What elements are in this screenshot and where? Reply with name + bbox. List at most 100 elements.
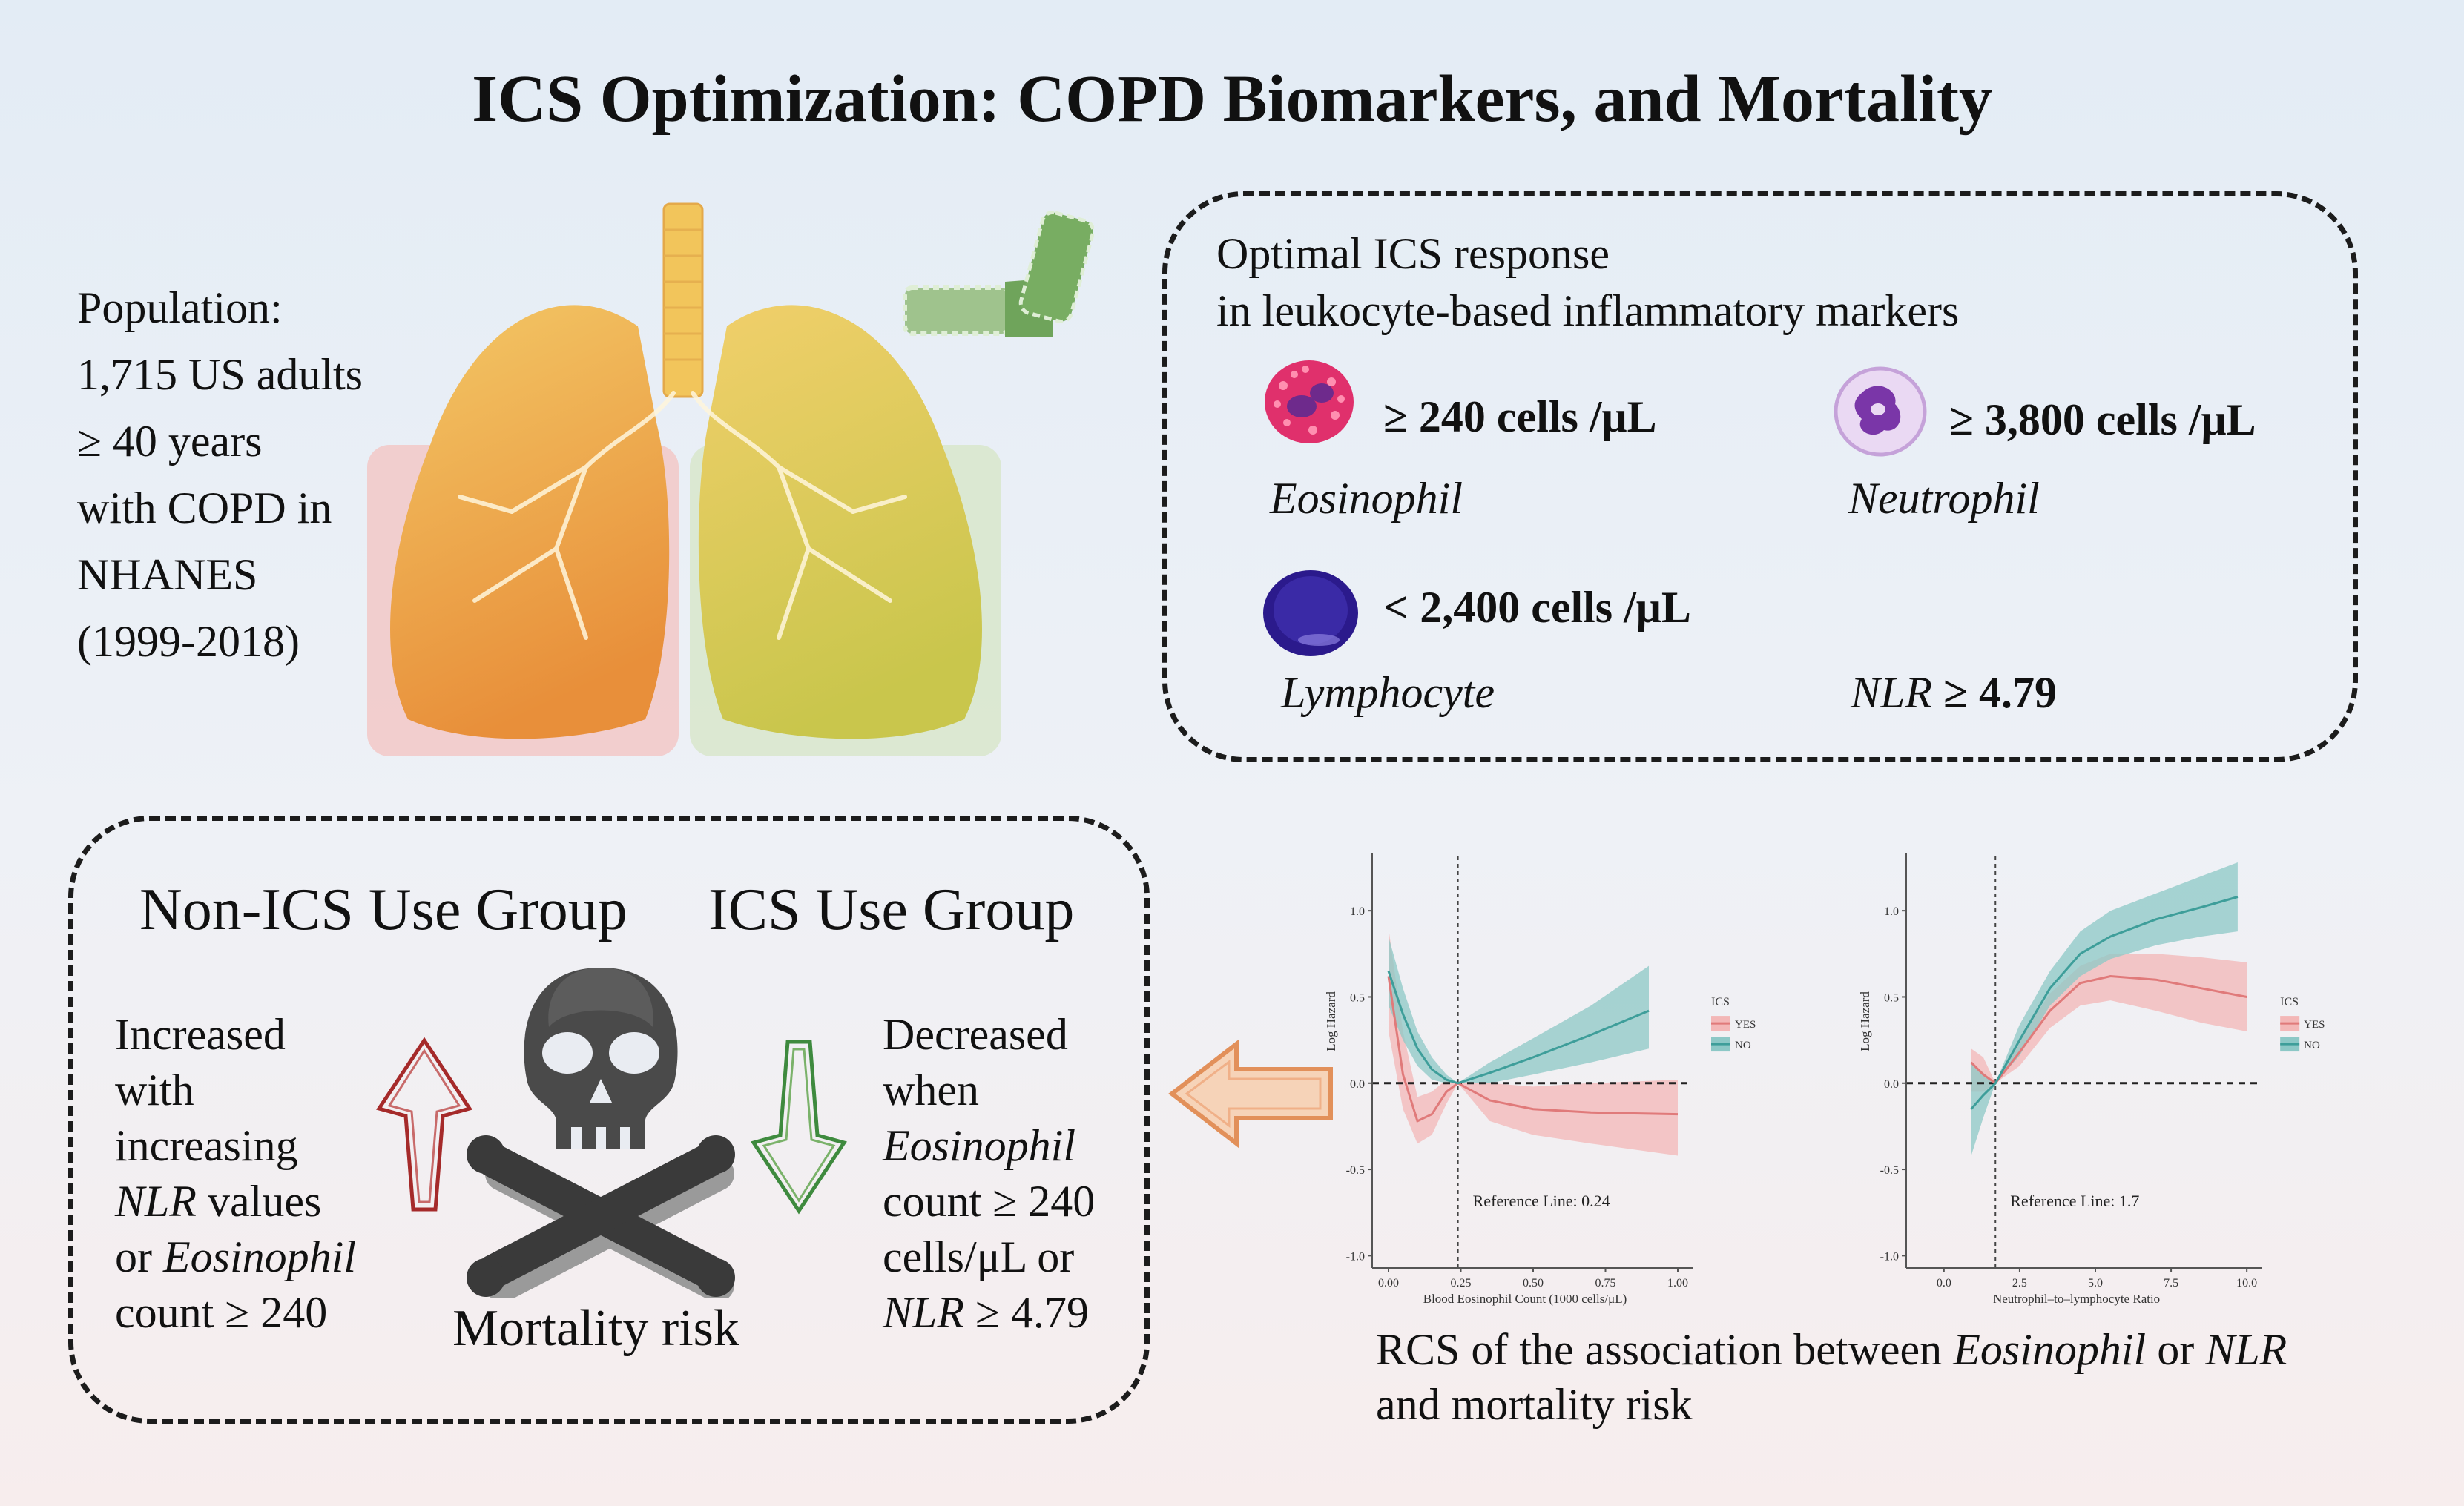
optimal-heading-line2: in leukocyte-based inflammatory markers [1216, 286, 1960, 335]
text-fragment: or [2146, 1325, 2206, 1374]
population-text: Population: 1,715 US adults ≥ 40 years w… [77, 274, 363, 675]
series-line-no [1970, 896, 2239, 1110]
series-line-yes [1387, 976, 1679, 1123]
x-axis-label: Neutrophil–to–lymphocyte Ratio [1993, 1292, 2160, 1306]
nlr-term: NLR [883, 1288, 965, 1337]
text-fragment: RCS of the association between [1376, 1325, 1954, 1374]
lungs-icon [367, 202, 1001, 756]
nlr-rcs-chart: -1.0 -0.5 0.0 0.5 1.0 0.0 2.5 5.0 7.5 10.0 Refere… [1858, 853, 2325, 1306]
population-line: with COPD in [77, 483, 332, 532]
text-fragment: or [115, 1232, 163, 1281]
optimal-heading-line1: Optimal ICS response [1216, 229, 1610, 278]
reference-label: Reference Line: 0.24 [1473, 1192, 1610, 1210]
neutrophil-label: Neutrophil [1848, 474, 2040, 523]
y-tick-label: 1.0 [1884, 905, 1899, 918]
legend-label: YES [2304, 1019, 2325, 1031]
legend-label: NO [2304, 1040, 2320, 1051]
ics-description: Decreased when Eosinophil count ≥ 240 ce… [883, 1007, 1095, 1341]
x-tick-label: 1.00 [1667, 1277, 1688, 1289]
y-tick-label: -1.0 [1346, 1250, 1365, 1263]
non-ics-description: Increased with increasing NLR values or … [115, 1007, 356, 1341]
chart-legend: ICS YES NO [1711, 996, 1756, 1052]
confidence-band-yes [1389, 928, 1678, 1156]
text-line: NLR ≥ 4.79 [883, 1285, 1095, 1341]
nlr-threshold: NLR ≥ 4.79 [1851, 667, 2057, 719]
y-tick-label: 0.5 [1350, 991, 1365, 1004]
text-line: Decreased [883, 1010, 1068, 1059]
text-line: when [883, 1066, 979, 1114]
y-tick-label: 1.0 [1350, 905, 1365, 918]
x-tick-label: 5.0 [2088, 1277, 2103, 1289]
page-title: ICS Optimization: COPD Biomarkers, and M… [472, 62, 1992, 136]
text-line: increasing [115, 1121, 298, 1170]
neutrophil-cell-icon [1834, 366, 1927, 457]
text-line: with [115, 1066, 194, 1114]
x-tick-label: 7.5 [2164, 1277, 2178, 1289]
eosinophil-label: Eosinophil [1270, 474, 1463, 523]
optimal-response-box [1162, 191, 2358, 762]
up-arrow-icon [376, 1037, 472, 1212]
non-ics-group-title: Non-ICS Use Group [139, 877, 627, 942]
x-tick-label: 0.0 [1937, 1277, 1951, 1289]
nlr-label: NLR [1851, 668, 1933, 717]
confidence-band-no [1389, 937, 1649, 1083]
population-line: Population: [77, 283, 283, 332]
text-line: cells/μL or [883, 1232, 1075, 1281]
eosinophil-rcs-chart: -1.0 -0.5 0.0 0.5 1.0 0.00 0.25 0.50 0.75 1.00 Re… [1324, 853, 1756, 1306]
nlr-value: ≥ 4.79 [1943, 668, 2057, 717]
mortality-risk-label: Mortality risk [452, 1300, 739, 1357]
legend-title: ICS [1711, 996, 1730, 1008]
y-axis-label: Log Hazard [1324, 991, 1338, 1051]
confidence-band-no [1971, 862, 2238, 1156]
population-line: 1,715 US adults [77, 350, 363, 399]
ics-group-title: ICS Use Group [708, 877, 1075, 942]
groups-box [68, 816, 1150, 1424]
population-line: NHANES [77, 550, 258, 599]
lymphocyte-threshold: < 2,400 cells /μL [1383, 583, 1691, 632]
text-line: NLR values [115, 1174, 356, 1229]
series-line-yes [1970, 974, 2247, 1085]
y-tick-label: -0.5 [1880, 1164, 1899, 1177]
text-line: count ≥ 240 [115, 1288, 328, 1337]
caption-line: and mortality risk [1376, 1380, 1693, 1429]
eosinophil-term: Eosinophil [1953, 1325, 2147, 1374]
neutrophil-threshold: ≥ 3,800 cells /μL [1949, 395, 2256, 444]
chart-legend: ICS YES NO [2280, 996, 2325, 1052]
x-tick-label: 2.5 [2012, 1277, 2027, 1289]
text-fragment: values [197, 1177, 322, 1226]
text-line: Increased [115, 1010, 286, 1059]
confidence-band-yes [1971, 954, 2247, 1092]
inhaler-icon [903, 210, 1094, 337]
left-arrow-icon [1168, 1039, 1333, 1149]
y-tick-label: 0.0 [1884, 1078, 1899, 1091]
y-tick-label: -1.0 [1880, 1250, 1899, 1263]
y-tick-label: -0.5 [1346, 1164, 1365, 1177]
y-tick-label: 0.0 [1350, 1078, 1365, 1091]
rcs-caption: RCS of the association between Eosinophi… [1376, 1322, 2287, 1432]
x-tick-label: 10.0 [2236, 1277, 2257, 1289]
x-axis-label: Blood Eosinophil Count (1000 cells/μL) [1423, 1292, 1627, 1306]
lymphocyte-label: Lymphocyte [1281, 668, 1495, 717]
x-tick-label: 0.00 [1378, 1277, 1399, 1289]
population-line: (1999-2018) [77, 617, 300, 666]
text-fragment: ≥ 4.79 [964, 1288, 1089, 1337]
eosinophil-term: Eosinophil [162, 1232, 356, 1281]
legend-title: ICS [2280, 996, 2299, 1008]
x-tick-label: 0.25 [1451, 1277, 1472, 1289]
y-axis-label: Log Hazard [1858, 991, 1872, 1051]
skull-crossbones-icon [467, 968, 735, 1298]
legend-label: NO [1735, 1040, 1751, 1051]
eosinophil-threshold: ≥ 240 cells /μL [1383, 392, 1657, 441]
lymphocyte-cell-icon [1263, 570, 1358, 656]
y-tick-label: 0.5 [1884, 991, 1899, 1004]
population-line: ≥ 40 years [77, 417, 263, 466]
text-line: or Eosinophil [115, 1229, 356, 1285]
x-tick-label: 0.50 [1523, 1277, 1544, 1289]
text-line: count ≥ 240 [883, 1177, 1096, 1226]
eosinophil-cell-icon [1265, 360, 1354, 443]
caption-line: RCS of the association between Eosinophi… [1376, 1322, 2287, 1377]
down-arrow-icon [751, 1040, 847, 1215]
nlr-term: NLR [115, 1177, 197, 1226]
nlr-term: NLR [2205, 1325, 2287, 1374]
eosinophil-term: Eosinophil [883, 1121, 1076, 1170]
